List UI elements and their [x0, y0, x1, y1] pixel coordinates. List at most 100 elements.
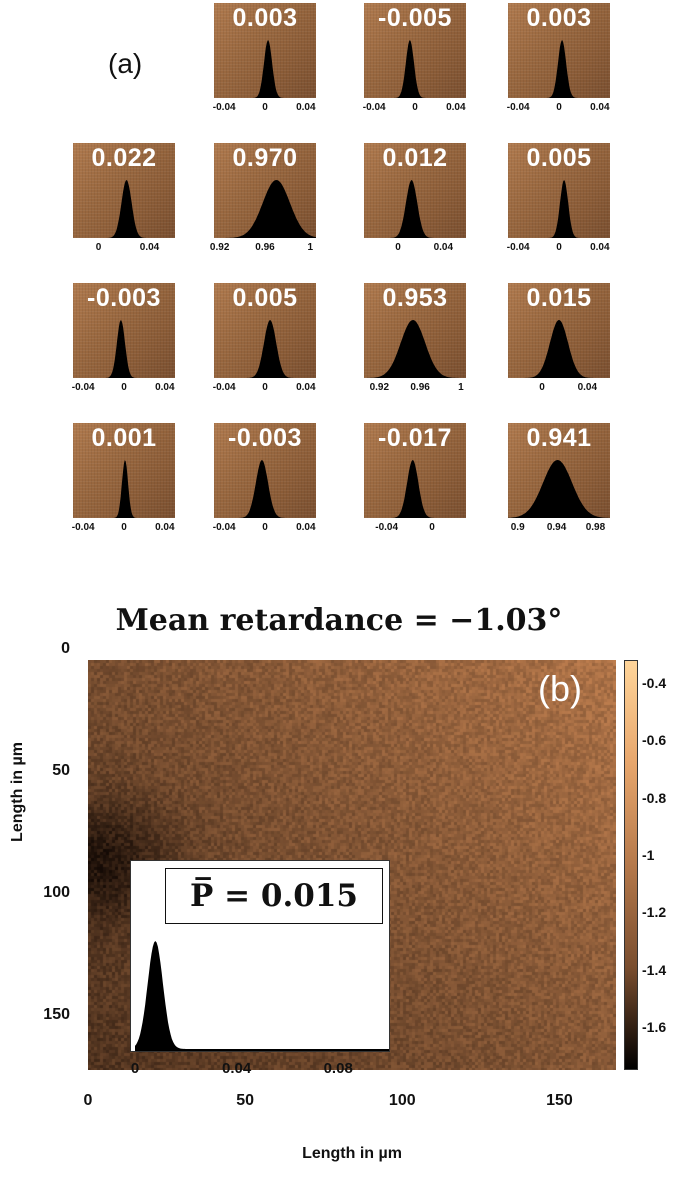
inset-mean-label: P̅ = 0.015 [165, 868, 383, 924]
histogram-curve [214, 460, 316, 518]
histogram-tick-label: 0.04 [590, 102, 610, 113]
histogram-ticks: 0 0.04 [364, 242, 466, 256]
histogram-tick-label: 0.04 [296, 522, 316, 533]
histogram-ticks: 0.92 0.96 1 [210, 242, 316, 256]
histogram-tick-label: 0 [395, 242, 401, 253]
histogram-cell: 0.941 [508, 423, 610, 518]
colorbar-tick-label: -1 [642, 846, 655, 863]
x-tick-label: 50 [236, 1092, 255, 1109]
histogram-mean-value: 0.003 [526, 4, 592, 32]
colorbar-tick-label: -1.6 [642, 1018, 667, 1035]
histogram-ticks: -0.04 0 0.04 [506, 242, 610, 256]
histogram-mean-value: 0.005 [526, 144, 592, 172]
histogram-cell: 0.015 [508, 283, 610, 378]
histogram-curve [73, 320, 175, 378]
colorbar [624, 660, 638, 1070]
histogram-mean-value: 0.012 [382, 144, 448, 172]
histogram-tick-label: 0.92 [369, 382, 390, 393]
histogram-tick-label: -0.04 [71, 522, 95, 533]
histogram-mean-value: 0.941 [526, 424, 592, 452]
histogram-tick-label: -0.04 [362, 102, 386, 113]
histogram-area [214, 320, 316, 378]
histogram-cell: 0.022 [73, 143, 175, 238]
histogram-cell: 0.012 [364, 143, 466, 238]
y-tick-label: 0 [61, 640, 70, 657]
panel-a-label: (a) [108, 48, 143, 79]
x-axis-label: Length in µm [302, 1145, 402, 1162]
histogram-curve [214, 180, 316, 238]
histogram-tick-label: -0.04 [212, 382, 236, 393]
histogram-mean-value: -0.003 [87, 284, 161, 312]
histogram-tick-label: 0 [95, 242, 102, 253]
histogram-area [73, 320, 175, 378]
histogram-cell: 0.003 [214, 3, 316, 98]
histogram-area [364, 460, 466, 518]
histogram-curve [214, 320, 316, 378]
histogram-ticks: 0 0.04 [508, 382, 610, 396]
histogram-area [214, 180, 316, 238]
panel-b-title: Mean retardance = −1.03° [115, 603, 563, 638]
histogram-cell: -0.003 [214, 423, 316, 518]
histogram-tick-label: 0.04 [296, 102, 316, 113]
histogram-mean-value: -0.017 [378, 424, 452, 452]
histogram-ticks: 0.92 0.96 1 [364, 382, 466, 396]
y-tick-label: 100 [43, 884, 70, 902]
x-tick-label: 100 [388, 1092, 416, 1109]
histogram-area [364, 40, 466, 98]
histogram-area [508, 320, 610, 378]
histogram-tick-label: 0 [121, 522, 127, 533]
histogram-tick-label: 0.04 [590, 242, 610, 253]
inset-tick-label: 0.04 [221, 1060, 252, 1077]
colorbar-tick-label: -0.4 [642, 674, 667, 691]
histogram-curve [364, 320, 466, 378]
histogram-area [364, 320, 466, 378]
histogram-area [214, 460, 316, 518]
histogram-tick-label: 0.04 [155, 522, 175, 533]
histogram-area [73, 180, 175, 238]
histogram-tick-label: 0.96 [410, 382, 430, 393]
histogram-tick-label: -0.04 [506, 242, 530, 253]
histogram-cell: 0.001 [73, 423, 175, 518]
histogram-tick-label: 0 [412, 102, 418, 113]
histogram-tick-label: -0.04 [71, 382, 95, 393]
y-axis-label: Length in µm [9, 742, 26, 842]
histogram-cell: 0.005 [508, 143, 610, 238]
histogram-ticks: -0.04 0 0.04 [71, 382, 175, 396]
histogram-curve [364, 180, 466, 238]
histogram-tick-label: 0 [262, 522, 268, 533]
histogram-ticks: -0.04 0 0.04 [71, 522, 175, 536]
histogram-mean-value: 0.001 [91, 424, 157, 452]
histogram-cell: 0.005 [214, 283, 316, 378]
histogram-tick-label: 0 [262, 382, 268, 393]
panel-b-label: (b) [538, 668, 582, 709]
histogram-area [508, 460, 610, 518]
histogram-tick-label: 0.96 [255, 242, 275, 253]
y-tick-label: 150 [43, 1006, 70, 1024]
histogram-ticks: -0.04 0 [364, 522, 466, 536]
colorbar-tick-label: -0.6 [642, 732, 667, 749]
histogram-mean-value: 0.970 [232, 144, 298, 172]
colorbar-tick-label: -0.8 [642, 789, 667, 806]
histogram-ticks: -0.04 0 0.04 [362, 102, 466, 116]
histogram-mean-value: -0.003 [228, 424, 302, 452]
inset-tick-label: 0 [130, 1060, 140, 1077]
histogram-cell: -0.017 [364, 423, 466, 518]
inset-histogram-area [135, 941, 389, 1051]
histogram-tick-label: 1 [307, 242, 314, 253]
histogram-curve [214, 40, 316, 98]
histogram-area [508, 180, 610, 238]
inset-histogram-plot [135, 941, 389, 1051]
histogram-mean-value: 0.003 [232, 4, 298, 32]
colorbar-tick-label: -1.2 [642, 904, 667, 921]
histogram-tick-label: 0.94 [546, 522, 567, 533]
histogram-tick-label: -0.04 [212, 522, 236, 533]
histogram-tick-label: 0.04 [139, 242, 160, 253]
histogram-tick-label: 0.04 [155, 382, 175, 393]
histogram-area [73, 460, 175, 518]
histogram-area [508, 40, 610, 98]
colorbar-tick-label: -1.4 [642, 961, 667, 978]
histogram-mean-value: 0.953 [382, 284, 448, 312]
histogram-curve [508, 40, 610, 98]
histogram-tick-label: 0 [429, 522, 435, 533]
histogram-tick-label: 0.04 [446, 102, 466, 113]
